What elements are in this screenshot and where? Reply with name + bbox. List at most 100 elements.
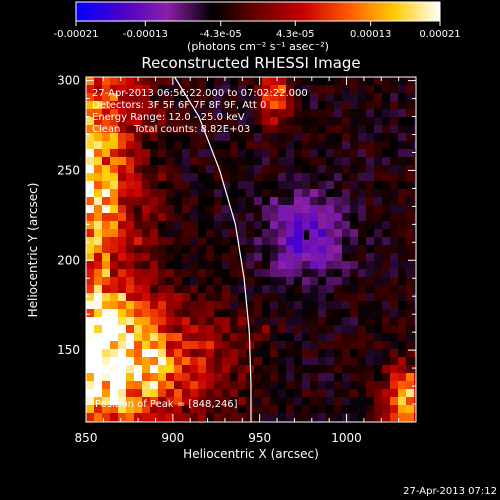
heatmap-cell xyxy=(246,213,254,221)
heatmap-cell xyxy=(118,357,126,365)
heatmap-cell xyxy=(182,141,190,149)
heatmap-cell xyxy=(326,317,334,325)
heatmap-cell xyxy=(310,365,318,373)
heatmap-cell xyxy=(166,117,174,125)
heatmap-cell xyxy=(270,309,278,317)
heatmap-cell xyxy=(374,405,382,413)
heatmap-cell xyxy=(86,181,94,189)
heatmap-cell xyxy=(166,197,174,205)
heatmap-cell xyxy=(270,397,278,405)
heatmap-cell xyxy=(166,133,174,141)
heatmap-cell xyxy=(190,133,198,141)
heatmap-cell xyxy=(254,253,262,261)
heatmap-cell xyxy=(174,269,182,277)
heatmap-cell xyxy=(150,413,158,421)
heatmap-cell xyxy=(382,85,390,93)
heatmap-cell xyxy=(230,237,238,245)
heatmap-cell xyxy=(366,189,374,197)
heatmap-cell xyxy=(222,365,230,373)
heatmap-cell xyxy=(214,181,222,189)
heatmap-cell xyxy=(262,405,270,413)
heatmap-cell xyxy=(310,213,318,221)
heatmap-cell xyxy=(86,285,94,293)
heatmap-cell xyxy=(174,125,182,133)
heatmap-cell xyxy=(166,229,174,237)
heatmap-cell xyxy=(142,157,150,165)
heatmap-cell xyxy=(374,397,382,405)
heatmap-cell xyxy=(190,205,198,213)
heatmap-cell xyxy=(310,93,318,101)
heatmap-cell xyxy=(190,117,198,125)
heatmap-cell xyxy=(350,341,358,349)
heatmap-cell xyxy=(190,237,198,245)
heatmap-cell xyxy=(374,221,382,229)
heatmap-cell xyxy=(150,109,158,117)
heatmap-cell xyxy=(350,141,358,149)
heatmap-cell xyxy=(350,325,358,333)
heatmap-cell xyxy=(374,365,382,373)
heatmap-cell xyxy=(262,253,270,261)
heatmap-cell xyxy=(102,357,110,365)
heatmap-cell xyxy=(86,157,94,165)
heatmap-cell xyxy=(158,301,166,309)
heatmap-cell xyxy=(86,261,94,269)
heatmap-cell xyxy=(270,141,278,149)
heatmap-cell xyxy=(150,389,158,397)
heatmap-cell xyxy=(310,253,318,261)
heatmap-cell xyxy=(318,205,326,213)
heatmap-cell xyxy=(334,229,342,237)
heatmap-cell xyxy=(254,85,262,93)
heatmap-cell xyxy=(110,389,118,397)
heatmap-cell xyxy=(294,285,302,293)
heatmap-cell xyxy=(174,349,182,357)
heatmap-cell xyxy=(350,381,358,389)
heatmap-cell xyxy=(358,101,366,109)
heatmap-cell xyxy=(190,221,198,229)
heatmap-cell xyxy=(158,365,166,373)
heatmap-cell xyxy=(382,365,390,373)
heatmap-cell xyxy=(294,197,302,205)
heatmap-cell xyxy=(238,333,246,341)
heatmap-cell xyxy=(102,293,110,301)
heatmap-cell xyxy=(382,269,390,277)
heatmap-cell xyxy=(214,93,222,101)
heatmap-cell xyxy=(350,165,358,173)
heatmap-cell xyxy=(158,373,166,381)
heatmap-cell xyxy=(358,213,366,221)
heatmap-cell xyxy=(190,381,198,389)
heatmap-cell xyxy=(414,341,416,349)
heatmap-cell xyxy=(374,309,382,317)
heatmap-cell xyxy=(126,77,134,85)
heatmap-cell xyxy=(382,213,390,221)
heatmap-cell xyxy=(110,173,118,181)
heatmap-cell xyxy=(390,77,398,85)
heatmap-cell xyxy=(310,317,318,325)
heatmap-cell xyxy=(398,221,406,229)
heatmap-cell xyxy=(206,405,214,413)
heatmap-cell xyxy=(190,365,198,373)
heatmap-cell xyxy=(150,149,158,157)
heatmap-cell xyxy=(190,165,198,173)
heatmap-cell xyxy=(86,389,94,397)
heatmap-cell xyxy=(358,165,366,173)
heatmap-cell xyxy=(158,413,166,421)
heatmap-cell xyxy=(190,77,198,85)
heatmap-cell xyxy=(118,253,126,261)
heatmap-cell xyxy=(182,77,190,85)
heatmap-cell xyxy=(110,373,118,381)
heatmap-cell xyxy=(94,349,102,357)
heatmap-cell xyxy=(206,221,214,229)
heatmap-cell xyxy=(326,125,334,133)
heatmap-cell xyxy=(350,301,358,309)
heatmap-cell xyxy=(158,125,166,133)
heatmap-cell xyxy=(174,85,182,93)
heatmap-cell xyxy=(118,205,126,213)
heatmap-cell xyxy=(230,221,238,229)
heatmap-cell xyxy=(230,357,238,365)
heatmap-cell xyxy=(358,253,366,261)
heatmap-cell xyxy=(366,309,374,317)
heatmap-cell xyxy=(230,157,238,165)
heatmap-cell xyxy=(182,221,190,229)
heatmap-cell xyxy=(414,157,416,165)
colorbar-tick-label: 4.3e-05 xyxy=(276,29,314,40)
